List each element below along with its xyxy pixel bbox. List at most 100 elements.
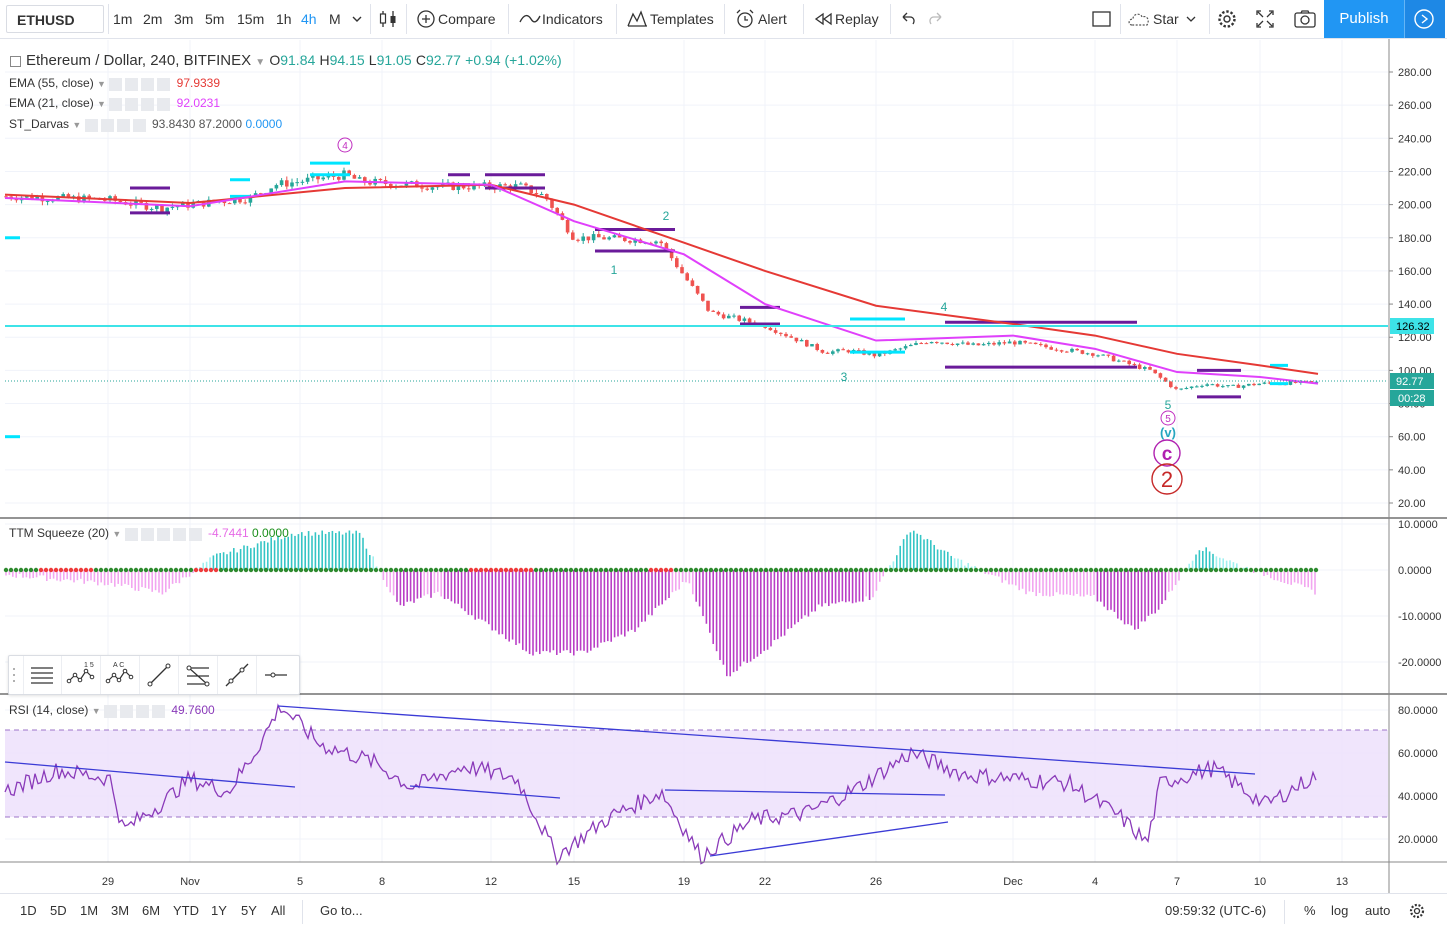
horizontal-ray-tool-icon[interactable]: [257, 656, 295, 694]
ttm-dot: [398, 567, 404, 573]
legend-buttons[interactable]: [109, 97, 173, 111]
trend-line-tool-icon[interactable]: [140, 656, 179, 694]
candle-body: [295, 182, 299, 184]
ttm-dot: [1008, 567, 1014, 573]
ttm-dot: [888, 567, 894, 573]
clock-timezone[interactable]: 09:59:32 (UTC-6): [1165, 903, 1267, 918]
range-5y[interactable]: 5Y: [241, 903, 257, 918]
ema55-legend[interactable]: EMA (55, close) ▼ 97.9339: [9, 76, 220, 91]
candle-body: [274, 185, 279, 189]
candle-body: [841, 349, 845, 351]
ttm-dot: [1173, 567, 1179, 573]
interval-15m[interactable]: 15m: [237, 11, 265, 27]
ttm-dot: [593, 567, 599, 573]
candle-body: [987, 342, 991, 345]
fib-tool-icon[interactable]: [179, 656, 218, 694]
ray-tool-icon[interactable]: [218, 656, 257, 694]
rsi-axis[interactable]: 80.0000 60.0000 40.0000 20.0000: [1398, 705, 1438, 846]
range-5d[interactable]: 5D: [50, 903, 67, 918]
ttm-dot: [663, 567, 669, 573]
interval-m[interactable]: M: [329, 11, 341, 27]
range-1y[interactable]: 1Y: [211, 903, 227, 918]
range-3m[interactable]: 3M: [111, 903, 130, 918]
interval-5m[interactable]: 5m: [205, 11, 225, 27]
ttm-dot: [698, 567, 704, 573]
percent-toggle[interactable]: %: [1304, 903, 1316, 918]
price-tick-label: 60.00: [1398, 432, 1426, 444]
templates-icon: [627, 10, 647, 27]
templates-button[interactable]: Templates: [626, 0, 714, 38]
replay-button[interactable]: Replay: [813, 0, 879, 38]
candle-body: [144, 202, 149, 210]
settings-gear-icon[interactable]: [1408, 893, 1426, 931]
collapse-legend-icon[interactable]: [10, 56, 21, 67]
auto-toggle[interactable]: auto: [1365, 903, 1391, 918]
chevron-down-icon[interactable]: ▼: [255, 57, 266, 68]
star-button[interactable]: Star: [1127, 0, 1197, 38]
rsi-legend[interactable]: RSI (14, close) ▼ 49.7600: [9, 703, 215, 718]
time-tick-label: 4: [1092, 876, 1098, 888]
ttm-axis[interactable]: 10.0000 0.0000 -10.0000 -20.0000: [1398, 519, 1441, 669]
gear-icon[interactable]: [1216, 0, 1238, 38]
compare-button[interactable]: Compare: [416, 0, 496, 38]
price-axis[interactable]: 280.00 260.00 240.00 220.00 200.00 180.00 160.…: [1389, 67, 1432, 510]
alert-button[interactable]: Alert: [734, 0, 787, 38]
ttm-dot: [438, 567, 444, 573]
range-6m[interactable]: 6M: [142, 903, 161, 918]
camera-icon[interactable]: [1293, 0, 1317, 38]
ttm-dot: [843, 567, 849, 573]
interval-2m[interactable]: 2m: [143, 11, 163, 27]
candle-body: [732, 315, 736, 317]
abc-wave-tool-icon[interactable]: A C: [101, 656, 140, 694]
range-1d[interactable]: 1D: [20, 903, 37, 918]
go-to-button[interactable]: Go to...: [320, 903, 363, 918]
candle-body: [607, 237, 611, 240]
ttm-dot: [958, 567, 964, 573]
ema21-legend[interactable]: EMA (21, close) ▼ 92.0231: [9, 96, 220, 111]
legend-buttons[interactable]: [84, 118, 149, 132]
candle-body: [1288, 381, 1293, 385]
play-button[interactable]: [1404, 0, 1445, 38]
interval-dropdown-icon[interactable]: [352, 0, 362, 38]
log-toggle[interactable]: log: [1331, 903, 1349, 918]
chevron-down-icon: ▼: [97, 79, 106, 89]
candles-icon[interactable]: [378, 0, 398, 38]
fullscreen-rect-icon[interactable]: [1092, 0, 1112, 38]
fullscreen-icon[interactable]: [1255, 0, 1275, 38]
interval-4h[interactable]: 4h: [301, 11, 317, 27]
horizontal-lines-tool-icon[interactable]: [23, 656, 62, 694]
chart-canvas[interactable]: 4 2 1 3 4 5 5 (v) c 2 280.00 260.00 240.00…: [0, 39, 1447, 893]
ttm-dot: [283, 567, 289, 573]
range-1m[interactable]: 1M: [80, 903, 99, 918]
interval-1m[interactable]: 1m: [113, 11, 133, 27]
symbol-search[interactable]: ETHUSD: [6, 5, 104, 33]
undo-icon[interactable]: [899, 0, 917, 38]
ttm-dot: [98, 567, 104, 573]
drag-handle[interactable]: [9, 656, 24, 694]
candle-body: [1205, 384, 1209, 386]
candle-body: [581, 236, 585, 241]
ttm-dot: [323, 567, 329, 573]
indicators-button[interactable]: Indicators: [518, 0, 603, 38]
legend-buttons[interactable]: [103, 704, 168, 718]
time-axis[interactable]: 29 Nov 5 8 12 15 19 22 26 Dec 4 7 10 13: [102, 876, 1348, 888]
rsi-trendlines[interactable]: [4, 705, 1256, 857]
legend-buttons[interactable]: [124, 527, 205, 541]
elliott-wave-tool-icon[interactable]: 1 5: [62, 656, 101, 694]
top-toolbar: ETHUSD 1m 2m 3m 5m 15m 1h 4h M Compare I…: [0, 0, 1447, 39]
ttm-legend[interactable]: TTM Squeeze (20) ▼ -4.7441 0.0000: [9, 526, 289, 541]
hline-price-label: 126.32: [1396, 321, 1430, 333]
range-all[interactable]: All: [271, 903, 286, 918]
redo-icon[interactable]: [927, 0, 945, 38]
ttm-dot: [878, 567, 884, 573]
legend-buttons[interactable]: [109, 77, 173, 91]
darvas-legend[interactable]: ST_Darvas ▼ 93.8430 87.2000 0.0000: [9, 117, 282, 132]
publish-button[interactable]: Publish: [1324, 0, 1404, 38]
rsi-tick-label: 60.0000: [1398, 748, 1438, 760]
candle-body: [1143, 367, 1147, 369]
interval-1h[interactable]: 1h: [276, 11, 292, 27]
interval-3m[interactable]: 3m: [174, 11, 194, 27]
range-ytd[interactable]: YTD: [173, 903, 199, 918]
ttm-dot: [33, 567, 39, 573]
ttm-dot: [1158, 567, 1164, 573]
